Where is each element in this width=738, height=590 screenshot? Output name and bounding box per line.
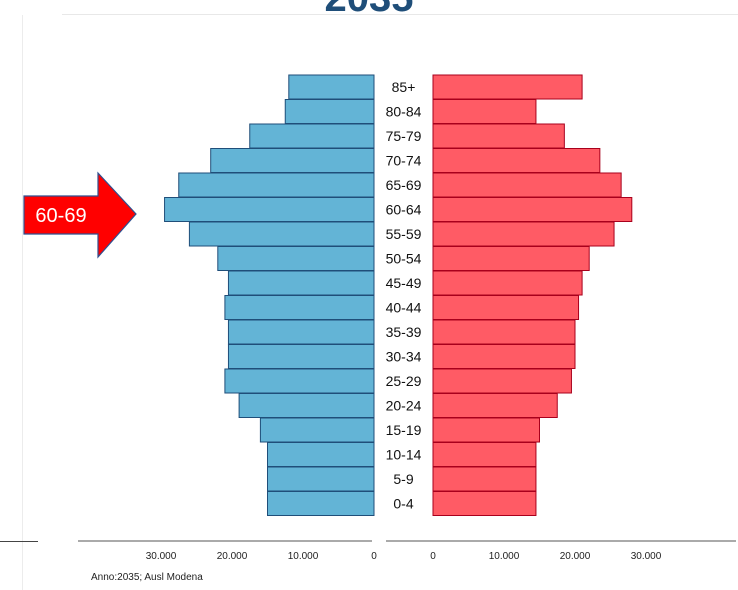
male-bar xyxy=(210,148,375,173)
male-bars xyxy=(164,74,375,516)
male-bar xyxy=(238,393,375,418)
age-label: 50-54 xyxy=(386,251,422,267)
left-tick-label: 20.000 xyxy=(217,551,248,562)
age-label: 60-64 xyxy=(386,202,422,218)
callout-label: 60-69 xyxy=(35,205,86,227)
male-bar xyxy=(259,417,375,443)
male-bar xyxy=(288,74,375,100)
female-bar xyxy=(432,74,583,100)
female-bar xyxy=(432,172,622,198)
male-bar xyxy=(227,270,375,296)
female-bar xyxy=(432,123,565,149)
callout-arrow: 60-69 xyxy=(23,171,137,259)
age-label: 25-29 xyxy=(386,373,422,389)
male-bar xyxy=(267,466,375,492)
female-bar xyxy=(432,295,580,320)
age-label: 5-9 xyxy=(393,471,413,487)
age-label: 70-74 xyxy=(386,153,422,169)
right-tick-label: 0 xyxy=(430,551,436,562)
male-bar xyxy=(267,491,375,516)
right-tick-label: 30.000 xyxy=(631,551,662,562)
age-labels: 85+ 80-84 75-79 70-74 65-69 60-64 55-59 50-54 45… xyxy=(386,79,422,512)
arrow-icon xyxy=(23,171,137,259)
female-bar xyxy=(432,442,537,467)
age-label: 65-69 xyxy=(386,177,422,193)
right-tick-label: 20.000 xyxy=(560,551,591,562)
left-tick-label: 30.000 xyxy=(146,551,177,562)
female-bar xyxy=(432,393,558,418)
male-bar xyxy=(188,221,375,247)
male-bar xyxy=(267,442,375,467)
female-bar xyxy=(432,270,583,296)
male-bar xyxy=(227,319,375,345)
female-bar xyxy=(432,368,572,394)
page-title: 2035 xyxy=(0,0,738,18)
female-bar xyxy=(432,221,615,247)
left-tick-label: 10.000 xyxy=(288,551,319,562)
age-label: 30-34 xyxy=(386,349,422,365)
female-bar xyxy=(432,466,537,492)
age-label: 40-44 xyxy=(386,300,422,316)
side-mark xyxy=(0,541,38,542)
female-bar xyxy=(432,344,576,369)
male-bar xyxy=(224,295,375,320)
age-label: 75-79 xyxy=(386,128,422,144)
male-bar xyxy=(227,344,375,369)
female-bar xyxy=(432,491,537,516)
female-bar xyxy=(432,417,540,443)
age-label: 15-19 xyxy=(386,422,422,438)
right-tick-label: 10.000 xyxy=(489,551,520,562)
left-tick-label: 0 xyxy=(371,551,377,562)
footnote: Anno:2035; Ausl Modena xyxy=(91,572,203,583)
male-bar xyxy=(224,368,375,394)
axes: 30.000 20.000 10.000 0 0 10.000 20.000 30.000 xyxy=(78,540,736,562)
male-bar xyxy=(164,197,375,222)
age-label: 85+ xyxy=(392,79,416,95)
female-bars xyxy=(432,74,633,516)
frame-line xyxy=(22,15,23,590)
female-bar xyxy=(432,246,590,271)
male-bar xyxy=(284,99,375,124)
male-bar xyxy=(178,172,375,198)
female-bar xyxy=(432,148,601,173)
top-rule xyxy=(62,14,738,15)
male-bar xyxy=(217,246,375,271)
age-label: 20-24 xyxy=(386,398,422,414)
male-bar xyxy=(249,123,375,149)
female-bar xyxy=(432,99,537,124)
age-label: 45-49 xyxy=(386,275,422,291)
age-label: 80-84 xyxy=(386,104,422,120)
female-bar xyxy=(432,197,633,222)
age-label: 35-39 xyxy=(386,324,422,340)
age-label: 0-4 xyxy=(393,496,413,512)
age-label: 10-14 xyxy=(386,447,422,463)
age-label: 55-59 xyxy=(386,226,422,242)
female-bar xyxy=(432,319,576,345)
